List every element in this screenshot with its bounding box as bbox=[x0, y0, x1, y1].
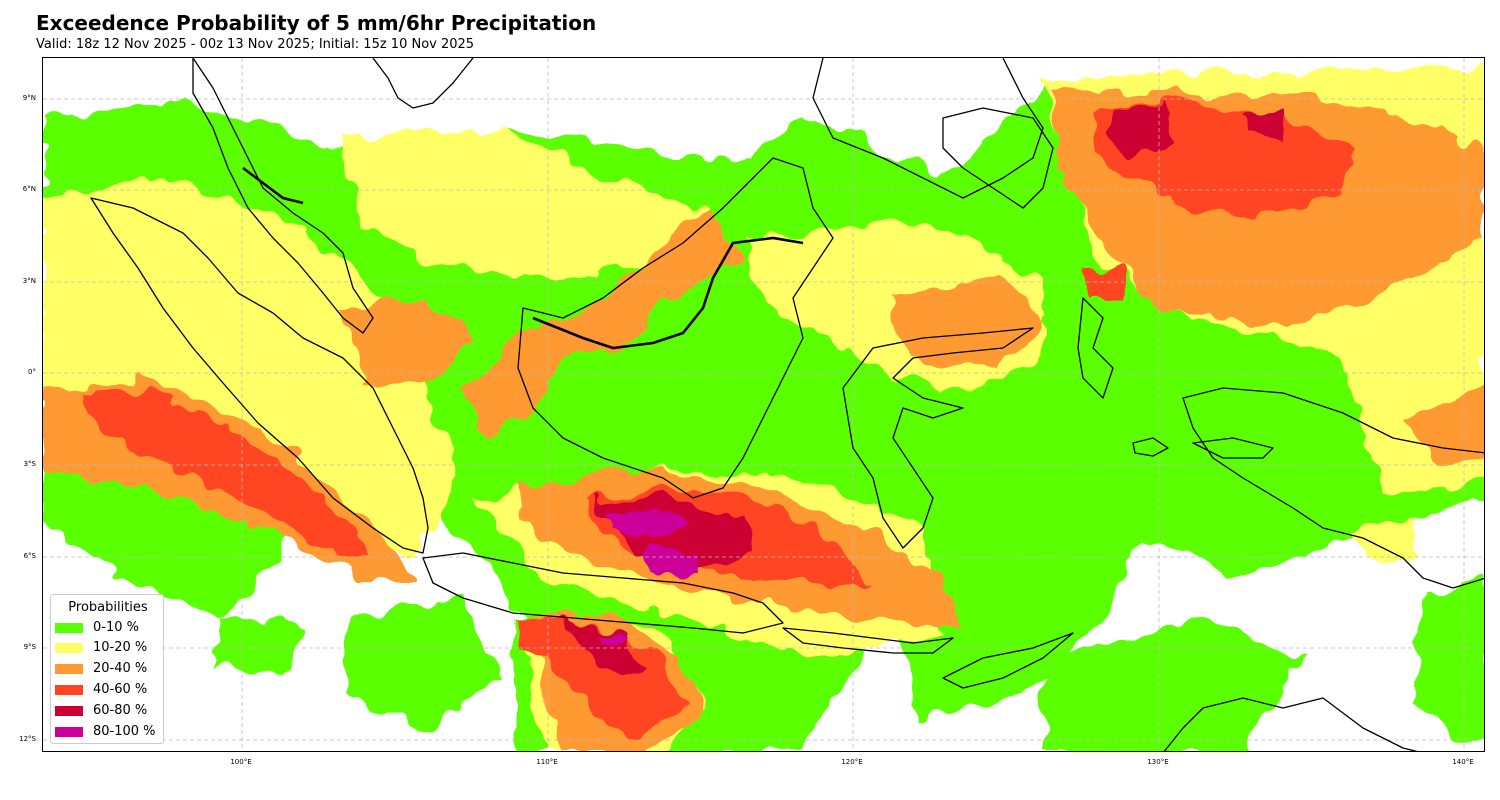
legend-label: 60-80 % bbox=[93, 703, 148, 718]
lat-tick-label: 6°S bbox=[23, 552, 36, 560]
legend-item: 20-40 % bbox=[55, 659, 147, 678]
lon-tick-label: 120°E bbox=[841, 758, 863, 766]
legend: Probabilities 0-10 % 10-20 % 20-40 % 40-… bbox=[50, 594, 164, 744]
sumatra-coast bbox=[90, 197, 429, 554]
legend-swatch bbox=[55, 622, 83, 633]
legend-label: 80-100 % bbox=[93, 724, 156, 739]
legend-swatch bbox=[55, 705, 83, 716]
lon-tick-label: 100°E bbox=[230, 758, 252, 766]
lat-tick-label: 12°S bbox=[19, 735, 36, 743]
legend-title: Probabilities bbox=[68, 600, 148, 615]
sarawak-border bbox=[532, 236, 804, 350]
coastlines bbox=[90, 58, 1484, 751]
buru-coast bbox=[1132, 437, 1169, 457]
borneo-coast bbox=[517, 157, 834, 499]
nusa-tenggara-coast bbox=[782, 627, 954, 654]
legend-item: 40-60 % bbox=[55, 680, 147, 699]
australia-coast bbox=[1163, 697, 1418, 751]
legend-item: 60-80 % bbox=[55, 701, 147, 720]
new-guinea-coast bbox=[1182, 387, 1484, 589]
indochina-coast bbox=[372, 58, 474, 109]
legend-item: 80-100 % bbox=[55, 722, 156, 741]
graticule bbox=[43, 58, 1484, 751]
legend-label: 0-10 % bbox=[93, 620, 139, 635]
lon-tick-label: 130°E bbox=[1147, 758, 1169, 766]
legend-swatch bbox=[55, 663, 83, 674]
legend-label: 10-20 % bbox=[93, 640, 148, 655]
lon-tick-label: 110°E bbox=[536, 758, 558, 766]
map-panel[interactable] bbox=[42, 57, 1485, 752]
lat-tick-label: 3°N bbox=[22, 277, 36, 285]
mindanao-coast bbox=[942, 107, 1054, 209]
lat-tick-label: 9°N bbox=[22, 94, 36, 102]
borders bbox=[242, 166, 804, 350]
legend-label: 40-60 % bbox=[93, 682, 148, 697]
lat-tick-label: 0° bbox=[28, 368, 36, 376]
lat-tick-label: 3°S bbox=[23, 460, 36, 468]
philippines-coast bbox=[812, 58, 1044, 199]
halmahera-coast bbox=[1077, 297, 1114, 399]
lat-tick-label: 6°N bbox=[22, 185, 36, 193]
lon-tick-label: 140°E bbox=[1452, 758, 1474, 766]
legend-swatch bbox=[55, 684, 83, 695]
seram-coast bbox=[1192, 437, 1274, 459]
legend-swatch bbox=[55, 726, 83, 737]
map-canvas bbox=[43, 58, 1484, 751]
malaysia-thailand-border bbox=[242, 166, 304, 205]
lat-tick-label: 9°S bbox=[23, 643, 36, 651]
legend-label: 20-40 % bbox=[93, 661, 148, 676]
legend-item: 10-20 % bbox=[55, 638, 147, 657]
map-subtitle: Valid: 18z 12 Nov 2025 - 00z 13 Nov 2025… bbox=[36, 37, 475, 52]
sulawesi-coast bbox=[842, 327, 1034, 549]
malay-peninsula-coast bbox=[192, 58, 374, 334]
java-coast bbox=[422, 552, 784, 634]
map-title: Exceedence Probability of 5 mm/6hr Preci… bbox=[36, 11, 597, 35]
precip-layer-80-100 bbox=[603, 510, 698, 648]
legend-item: 0-10 % bbox=[55, 618, 139, 637]
timor-coast bbox=[942, 632, 1074, 689]
legend-swatch bbox=[55, 642, 83, 653]
